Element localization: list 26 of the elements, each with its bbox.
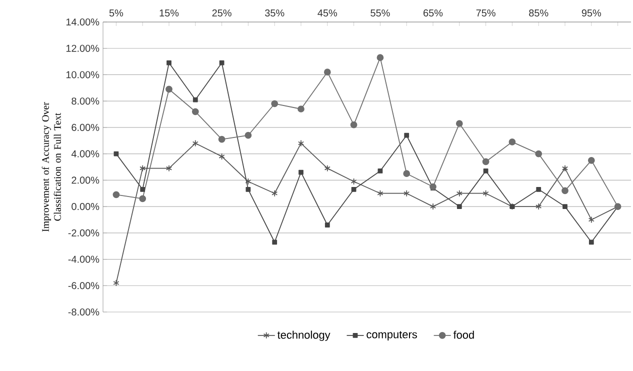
x-tick-label: 5% — [109, 9, 124, 16]
y-tick-label: 6.00% — [72, 124, 100, 131]
x-tick-label: 15% — [160, 9, 179, 16]
legend-label: food — [453, 330, 474, 339]
y-tick-label: 2.00% — [72, 176, 100, 184]
y-tick-label: -4.00% — [68, 256, 100, 263]
x-tick-label: 45% — [318, 9, 338, 16]
legend-label: technology — [277, 330, 330, 341]
y-axis-title: Improvement of Accuracy Over Classification on Full Text — [42, 102, 61, 232]
x-tick-label: 85% — [529, 9, 548, 16]
y-tick-label: 14.00% — [66, 18, 100, 26]
y-tick-label: -6.00% — [68, 282, 100, 290]
y-tick-label: -2.00% — [68, 229, 100, 236]
x-tick-label: 55% — [370, 9, 390, 16]
x-tick-label: 75% — [476, 9, 496, 16]
legend-label: computers — [366, 331, 417, 340]
y-tick-label: 8.00% — [72, 98, 100, 105]
x-tick-label: 95% — [582, 9, 602, 16]
x-tick-label: 65% — [424, 9, 443, 16]
y-tick-label: 10.00% — [66, 71, 100, 78]
y-tick-label: 0.00% — [72, 203, 100, 210]
x-tick-label: 35% — [265, 9, 284, 16]
y-tick-label: -8.00% — [68, 308, 100, 316]
x-tick-label: 25% — [212, 9, 232, 16]
y-tick-label: 4.00% — [71, 150, 100, 158]
y-tick-label: 12.00% — [66, 44, 100, 52]
